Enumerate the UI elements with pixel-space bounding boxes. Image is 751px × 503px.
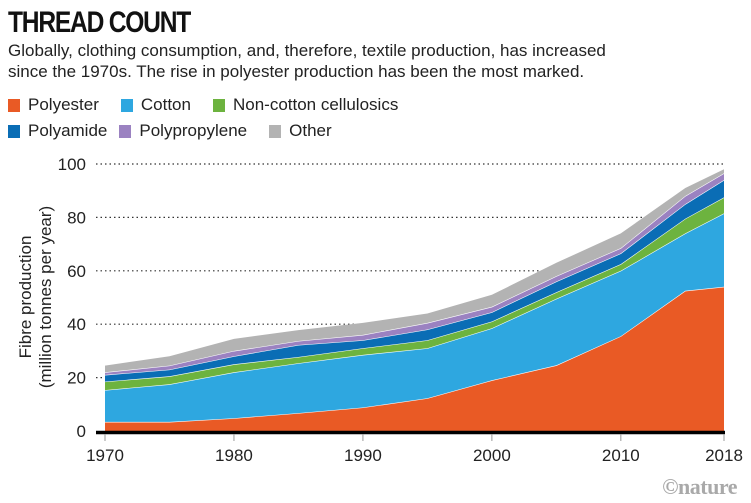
legend: Polyester Cotton Non-cotton cellulosics … — [8, 92, 748, 144]
legend-item-polyamide: Polyamide — [8, 121, 107, 141]
legend-item-cotton: Cotton — [120, 95, 191, 115]
legend-swatch-polyester — [8, 98, 20, 112]
legend-item-polypropylene: Polypropylene — [119, 121, 247, 141]
legend-label-other: Other — [289, 121, 332, 140]
legend-swatch-other — [269, 124, 282, 138]
y-tick-label-20: 20 — [67, 369, 86, 388]
legend-label-polyester: Polyester — [28, 95, 99, 114]
legend-row-2: Polyamide Polypropylene Other — [8, 118, 748, 144]
legend-swatch-polyamide — [8, 124, 20, 138]
legend-row-1: Polyester Cotton Non-cotton cellulosics — [8, 92, 748, 118]
x-tick-label-1970: 1970 — [86, 446, 124, 465]
y-tick-label-100: 100 — [58, 155, 86, 174]
legend-item-other: Other — [269, 121, 332, 141]
legend-item-polyester: Polyester — [8, 95, 99, 115]
legend-label-polypropylene: Polypropylene — [139, 121, 248, 140]
y-tick-label-0: 0 — [77, 422, 86, 441]
nature-credit-logo: ©nature — [662, 474, 737, 499]
chart-title: THREAD COUNT — [8, 6, 191, 39]
subtitle-line-2: since the 1970s. The rise in polyester p… — [8, 62, 585, 81]
x-tick-label-1980: 1980 — [215, 446, 253, 465]
legend-swatch-polypropylene — [119, 124, 132, 138]
y-axis-subtitle: (million tonnes per year) — [36, 206, 55, 388]
stacked-areas — [104, 169, 725, 431]
y-axis-title: Fibre production — [16, 236, 35, 359]
y-tick-label-80: 80 — [67, 208, 86, 227]
axes: 0 20 40 60 80 100 1970 1980 1990 2000 2010 2018 — [58, 155, 743, 465]
chart-subtitle: Globally, clothing consumption, and, the… — [8, 40, 748, 82]
area-cotton — [105, 213, 724, 422]
legend-label-cotton: Cotton — [140, 95, 191, 114]
legend-swatch-cotton — [120, 98, 133, 112]
x-tick-label-1990: 1990 — [344, 446, 382, 465]
x-tick-label-2000: 2000 — [473, 446, 511, 465]
y-tick-label-60: 60 — [67, 262, 86, 281]
legend-label-non-cotton-cellulosics: Non-cotton cellulosics — [232, 95, 399, 114]
x-tick-label-2010: 2010 — [602, 446, 640, 465]
legend-label-polyamide: Polyamide — [28, 121, 108, 140]
area-polyamide — [105, 180, 724, 382]
x-tick-label-2018: 2018 — [705, 446, 743, 465]
legend-swatch-non-cotton-cellulosics — [212, 98, 225, 112]
area-polyester — [105, 286, 724, 431]
y-tick-label-40: 40 — [67, 315, 86, 334]
legend-item-non-cotton-cellulosics: Non-cotton cellulosics — [212, 95, 399, 115]
subtitle-line-1: Globally, clothing consumption, and, the… — [8, 41, 606, 60]
